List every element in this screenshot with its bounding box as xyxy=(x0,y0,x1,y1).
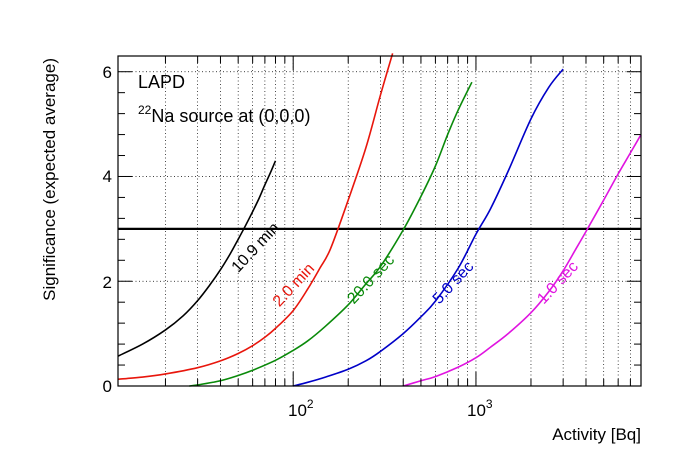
annotation-source: 22Na source at (0,0,0) xyxy=(138,103,310,126)
y-tick-label-4: 4 xyxy=(103,167,112,186)
curves xyxy=(117,53,642,387)
series-line-2-0-min xyxy=(117,53,394,380)
grid-lines xyxy=(118,56,642,386)
x-tick-label-1000: 103 xyxy=(467,397,493,420)
y-tick-label-2: 2 xyxy=(103,273,112,292)
x-tick-label-100: 102 xyxy=(288,397,314,420)
curve-label: 5.0 sec xyxy=(430,258,478,307)
series-line-5-0-sec xyxy=(292,68,564,387)
y-tick-label-6: 6 xyxy=(103,63,112,82)
series-line-1-0-sec xyxy=(403,134,642,387)
x-axis-label: Activity [Bq] xyxy=(552,425,641,444)
plot-frame xyxy=(117,55,642,387)
curve-label: 20.0 sec xyxy=(344,252,398,308)
annotation-detector: LAPD xyxy=(138,72,185,92)
series-line-20-0-sec xyxy=(189,81,473,387)
y-tick-label-0: 0 xyxy=(103,377,112,396)
axis-ticks xyxy=(118,56,642,387)
curve-label: 1.0 sec xyxy=(534,258,582,307)
y-axis-label: Significance (expected average) xyxy=(40,58,59,301)
series-line-10-9-min xyxy=(117,160,277,357)
